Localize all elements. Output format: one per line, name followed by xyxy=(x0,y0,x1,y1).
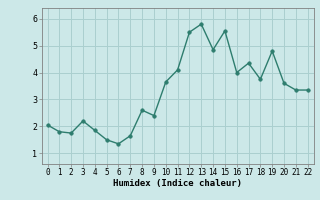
X-axis label: Humidex (Indice chaleur): Humidex (Indice chaleur) xyxy=(113,179,242,188)
